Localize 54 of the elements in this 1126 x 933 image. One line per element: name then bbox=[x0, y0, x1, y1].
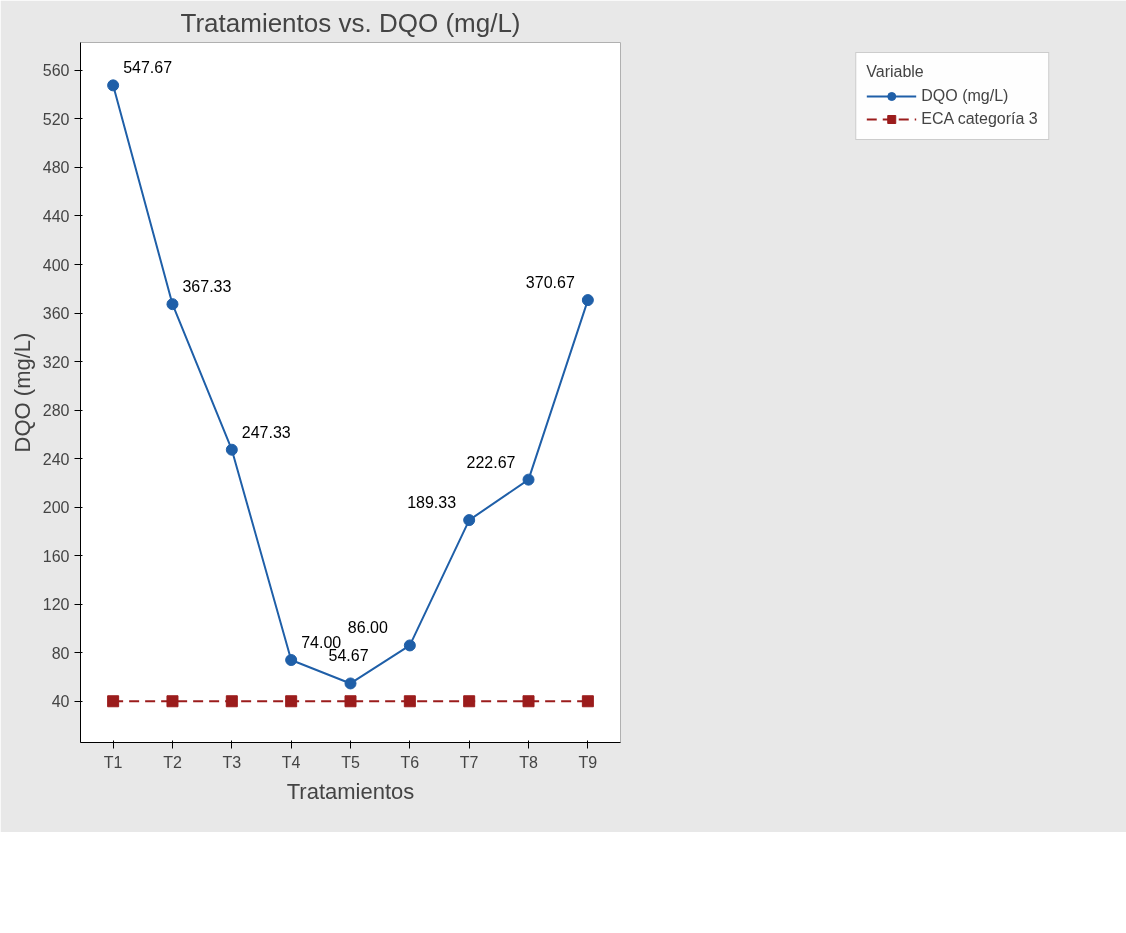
y-tick-label: 560 bbox=[42, 62, 70, 80]
data-label: 189.33 bbox=[407, 494, 457, 512]
point bbox=[225, 443, 238, 456]
legend-label: DQO (mg/L) bbox=[921, 87, 1009, 105]
point bbox=[344, 695, 357, 708]
point bbox=[522, 473, 535, 486]
data-label: 547.67 bbox=[123, 59, 173, 77]
y-tick-label: 320 bbox=[42, 353, 70, 371]
point bbox=[403, 695, 416, 708]
y-tick-label: 160 bbox=[42, 547, 70, 565]
data-label: 222.67 bbox=[466, 453, 516, 471]
x-tick-label: T4 bbox=[281, 753, 301, 771]
y-tick-label: 360 bbox=[42, 305, 70, 323]
point bbox=[463, 514, 476, 527]
y-tick-label: 200 bbox=[42, 499, 70, 517]
point bbox=[344, 677, 357, 690]
point bbox=[166, 695, 179, 708]
x-axis-title: Tratamientos bbox=[286, 778, 415, 804]
point bbox=[463, 695, 476, 708]
legend-label: ECA categoría 3 bbox=[921, 110, 1038, 128]
x-tick-label: T3 bbox=[222, 753, 242, 771]
data-label: 370.67 bbox=[525, 274, 575, 292]
x-tick-label: T1 bbox=[103, 753, 123, 771]
x-tick-label: T2 bbox=[163, 753, 182, 771]
chart-title: Tratamientos vs. DQO (mg/L) bbox=[180, 7, 521, 38]
point bbox=[107, 695, 120, 708]
x-tick-label: T8 bbox=[519, 753, 538, 771]
point bbox=[285, 695, 298, 708]
y-tick-label: 400 bbox=[42, 256, 70, 274]
point bbox=[581, 695, 594, 708]
y-tick-label: 480 bbox=[42, 159, 70, 177]
x-tick-label: T9 bbox=[578, 753, 598, 771]
x-tick-label: T7 bbox=[459, 753, 479, 771]
point bbox=[403, 639, 416, 652]
point bbox=[225, 695, 238, 708]
data-label: 86.00 bbox=[347, 619, 388, 637]
y-tick-label: 120 bbox=[42, 596, 70, 614]
y-axis-title: DQO (mg/L) bbox=[9, 332, 35, 453]
legend-title: Variable bbox=[866, 63, 925, 81]
point bbox=[522, 695, 535, 708]
y-tick-label: 280 bbox=[42, 402, 70, 420]
y-tick-label: 240 bbox=[42, 450, 70, 468]
point bbox=[581, 294, 594, 307]
data-label: 247.33 bbox=[241, 423, 291, 441]
y-tick-label: 80 bbox=[51, 644, 70, 662]
y-tick-label: 40 bbox=[51, 693, 70, 711]
data-label: 367.33 bbox=[182, 278, 232, 296]
point bbox=[285, 654, 298, 666]
x-tick-label: T5 bbox=[341, 753, 360, 771]
point bbox=[166, 298, 179, 311]
x-tick-label: T6 bbox=[400, 753, 420, 771]
y-tick-label: 520 bbox=[42, 110, 70, 128]
point bbox=[107, 79, 120, 92]
y-tick-label: 440 bbox=[42, 207, 70, 225]
